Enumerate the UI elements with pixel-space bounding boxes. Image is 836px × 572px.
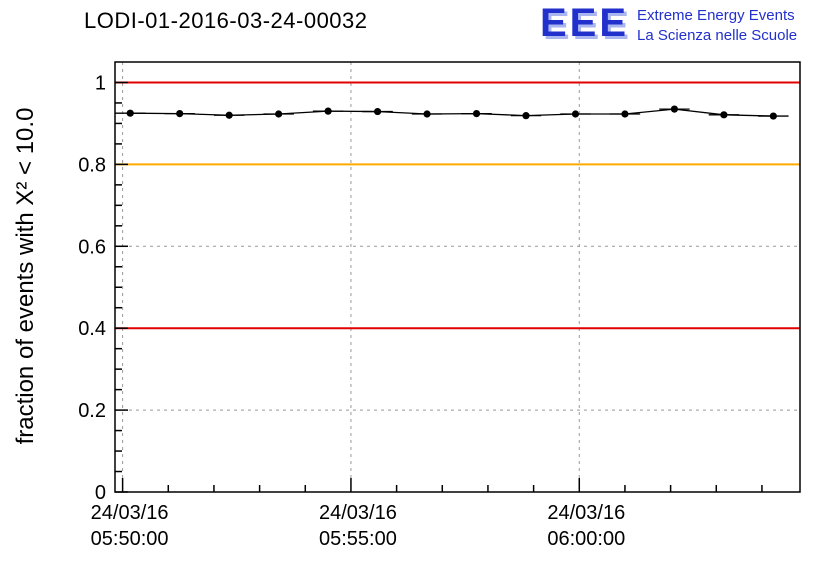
svg-text:0.2: 0.2 [78, 400, 106, 422]
svg-text:06:00:00: 06:00:00 [547, 528, 625, 550]
eee-logo: EEE Extreme Energy Events La Scienza nel… [540, 1, 797, 45]
svg-text:05:50:00: 05:50:00 [91, 528, 169, 550]
x-tick-labels: 24/03/16 05:50:00 24/03/16 05:55:00 24/03/16… [91, 502, 626, 550]
chart-title: LODI-01-2016-03-24-00032 [84, 8, 368, 33]
eee-logo-text: EEE [540, 1, 630, 45]
svg-text:05:55:00: 05:55:00 [319, 528, 397, 550]
axis-ticks [115, 81, 763, 493]
reference-lines [115, 81, 800, 330]
svg-text:1: 1 [95, 72, 106, 94]
svg-text:24/03/16: 24/03/16 [547, 502, 625, 524]
y-tick-labels: 0 0.2 0.4 0.6 0.8 1 [78, 72, 106, 504]
eee-logo-tagline-en: Extreme Energy Events [637, 7, 795, 24]
plot-frame [114, 61, 801, 493]
svg-text:0.6: 0.6 [78, 236, 106, 258]
svg-text:0.4: 0.4 [78, 318, 106, 340]
svg-text:24/03/16: 24/03/16 [91, 502, 169, 524]
gridlines [115, 62, 800, 492]
data-series [115, 105, 789, 120]
eee-logo-taglines: Extreme Energy Events La Scienza nelle S… [637, 4, 797, 45]
eee-logo-tagline-it: La Scienza nelle Scuole [637, 26, 798, 44]
svg-text:0: 0 [95, 482, 106, 504]
svg-text:0.8: 0.8 [78, 154, 106, 176]
svg-text:24/03/16: 24/03/16 [319, 502, 397, 524]
